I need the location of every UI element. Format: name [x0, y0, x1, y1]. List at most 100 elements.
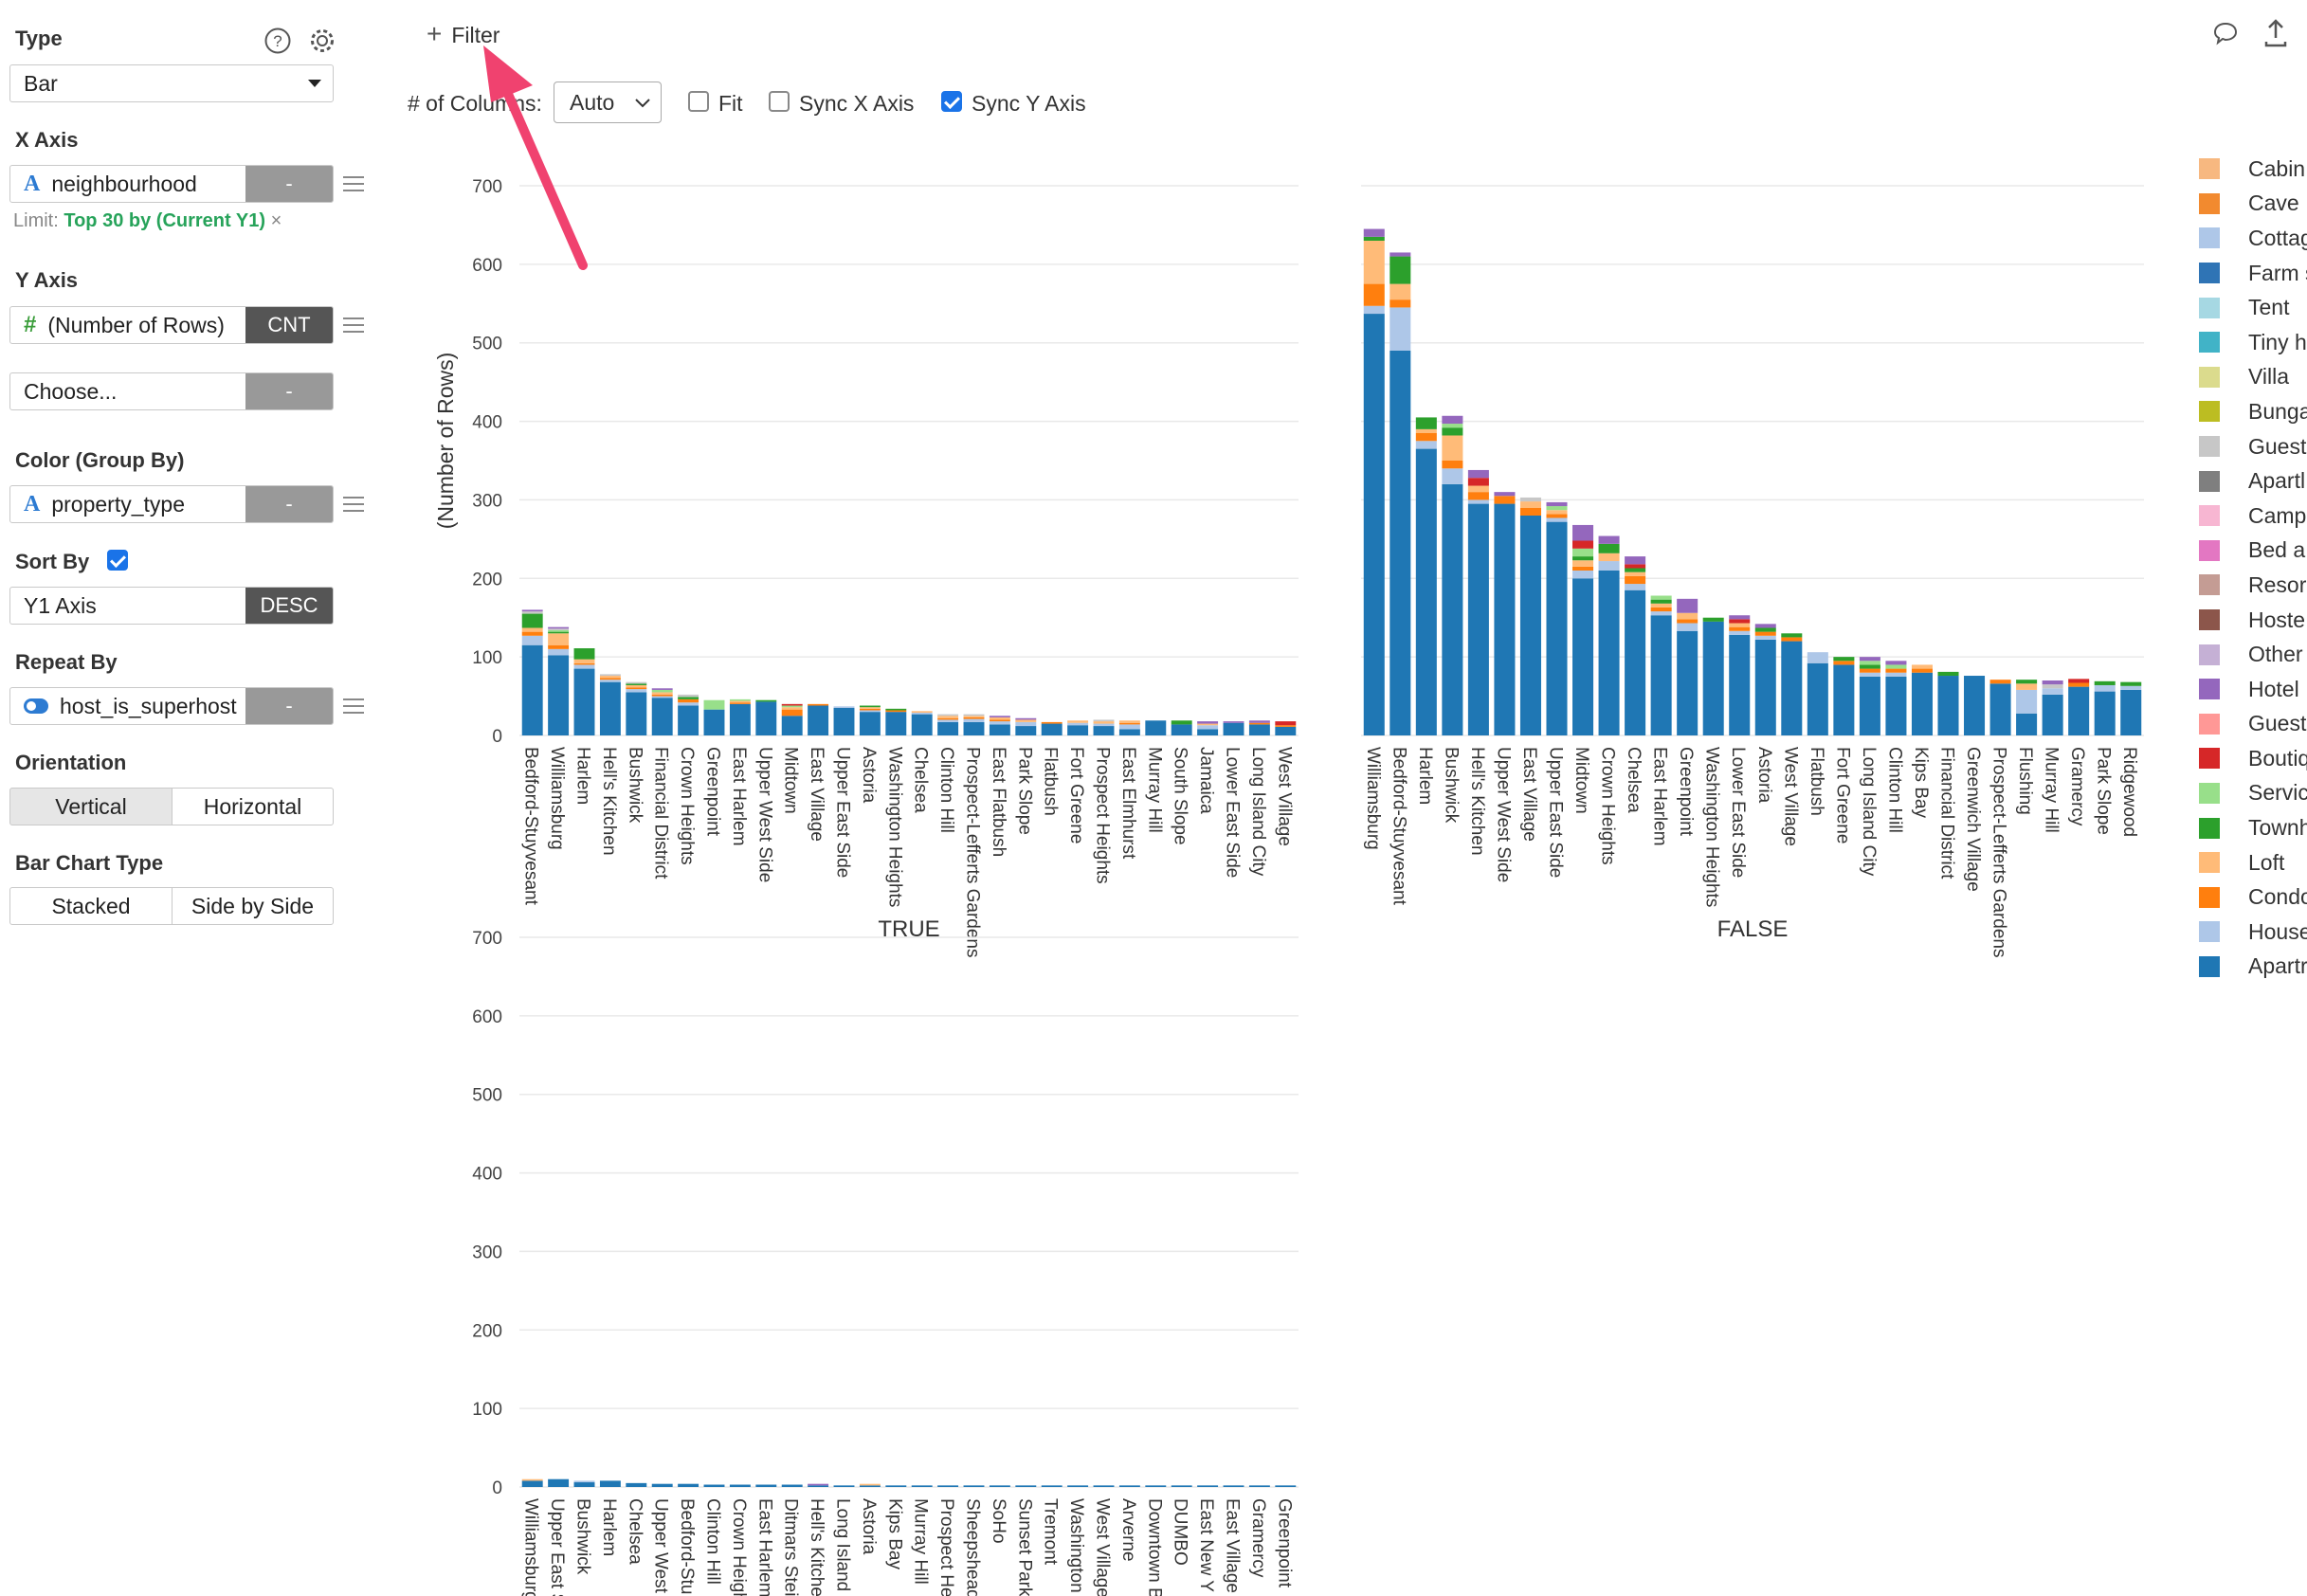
legend-label: Servic: [2248, 780, 2307, 806]
x-tick-label: Financial District: [1937, 747, 1957, 880]
chart-type-select[interactable]: Bar: [9, 64, 334, 102]
legend-item[interactable]: Other: [2199, 637, 2307, 672]
x-tick-label: Bedford-Stu: [677, 1498, 697, 1594]
bar-segment-apartment: [548, 655, 570, 735]
bar-segment-house: [1885, 672, 1907, 677]
legend-item[interactable]: Cottag: [2199, 221, 2307, 256]
legend-item[interactable]: Boutiq: [2199, 741, 2307, 776]
sort-field[interactable]: Y1 Axis DESC: [9, 587, 334, 625]
sync-x-label: Sync X Axis: [799, 91, 915, 116]
x-tick-label: East Harlem: [729, 747, 749, 846]
legend-item[interactable]: Tent: [2199, 290, 2307, 325]
boolean-type-icon: [24, 698, 48, 714]
bar-segment-condo: [1494, 496, 1516, 504]
bar-segment-guesthouse: [678, 694, 699, 698]
repeat-agg-button[interactable]: -: [245, 688, 333, 724]
bar-segment-loft: [1067, 720, 1089, 723]
bar-segment-loft: [651, 692, 673, 695]
bar-segment-condo: [1519, 507, 1541, 516]
legend-item[interactable]: Cabin: [2199, 152, 2307, 187]
bar-segment-condo: [599, 678, 621, 680]
gear-icon[interactable]: [308, 27, 336, 55]
sync-y-checkbox[interactable]: [941, 91, 962, 112]
bar-segment-condo: [1754, 631, 1776, 636]
bar-segment-apartment: [2042, 694, 2063, 735]
legend-item[interactable]: Hoste: [2199, 603, 2307, 638]
x-tick-label: Fort Greene: [1832, 747, 1852, 843]
sort-direction-button[interactable]: DESC: [245, 588, 333, 624]
y-tick-label: 500: [472, 335, 502, 354]
remove-limit-icon[interactable]: ×: [270, 210, 282, 231]
legend-item[interactable]: Apartr: [2199, 950, 2307, 985]
legend-item[interactable]: Townh: [2199, 810, 2307, 845]
bar-segment-other: [1572, 524, 1594, 541]
facet-title: TRUE: [878, 916, 939, 942]
drag-handle-icon[interactable]: [343, 176, 364, 191]
bar-segment-loft: [1093, 721, 1115, 724]
export-icon[interactable]: [2263, 19, 2288, 47]
legend-label: Villa: [2248, 364, 2290, 390]
columns-select[interactable]: Auto: [554, 82, 662, 123]
y-tick-label: 700: [472, 177, 502, 197]
bar-segment-house: [599, 680, 621, 682]
x-axis-agg-button[interactable]: -: [245, 166, 333, 202]
x-tick-label: East Harlem: [1650, 747, 1670, 846]
legend-item[interactable]: House: [2199, 915, 2307, 950]
legend-item[interactable]: Cave: [2199, 187, 2307, 222]
x-tick-label: Chelsea: [911, 747, 931, 813]
legend-item[interactable]: Servic: [2199, 776, 2307, 811]
drag-handle-icon[interactable]: [343, 317, 364, 333]
bar-segment-condo: [989, 719, 1010, 722]
repeat-field[interactable]: host_is_superhost -: [9, 687, 334, 725]
fit-checkbox[interactable]: [688, 91, 709, 112]
y-axis-agg-button[interactable]: CNT: [245, 307, 333, 343]
legend-item[interactable]: Bunga: [2199, 394, 2307, 429]
legend-item[interactable]: Tiny h: [2199, 325, 2307, 360]
bar-segment-apartment: [1390, 351, 1411, 735]
bar-type-side-by-side-button[interactable]: Side by Side: [172, 887, 334, 925]
sort-checkbox[interactable]: [107, 550, 128, 571]
bar-segment-house: [989, 721, 1010, 725]
bar-segment-apartment: [808, 705, 829, 735]
y2-axis-field[interactable]: Choose... -: [9, 372, 334, 410]
sync-y-label: Sync Y Axis: [972, 91, 1086, 116]
legend-item[interactable]: Resor: [2199, 568, 2307, 603]
limit-value[interactable]: Top 30 by (Current Y1): [64, 210, 265, 231]
legend-item[interactable]: Apartl: [2199, 463, 2307, 499]
comment-icon[interactable]: [2212, 21, 2239, 45]
bar-segment-house: [2016, 689, 2038, 714]
drag-handle-icon[interactable]: [343, 497, 364, 512]
bar-segment-condo: [1625, 575, 1646, 585]
question-circle-icon[interactable]: ?: [263, 27, 292, 55]
bar-segment-house: [1118, 724, 1140, 730]
legend-label: Guest: [2248, 433, 2307, 459]
bar-segment-house: [521, 635, 543, 645]
legend-item[interactable]: Camp: [2199, 499, 2307, 534]
legend-item[interactable]: Condo: [2199, 880, 2307, 915]
legend-item[interactable]: Guest: [2199, 429, 2307, 464]
bar-segment-apartment: [1041, 723, 1063, 735]
bar-segment-house: [1598, 561, 1620, 571]
drag-handle-icon[interactable]: [343, 698, 364, 714]
orientation-horizontal-button[interactable]: Horizontal: [172, 788, 334, 825]
legend-item[interactable]: Guest: [2199, 707, 2307, 742]
bar-segment-townhouse: [1650, 599, 1672, 604]
color-agg-button[interactable]: -: [245, 486, 333, 522]
sync-x-checkbox[interactable]: [769, 91, 790, 112]
bar-segment-apartment: [963, 721, 985, 735]
legend-item[interactable]: Hotel: [2199, 672, 2307, 707]
bar-segment-townhouse: [1171, 720, 1192, 725]
bar-segment-condo: [781, 709, 803, 716]
bar-segment-condo: [1415, 433, 1437, 442]
y-axis-field[interactable]: # (Number of Rows) CNT: [9, 306, 334, 344]
filter-button[interactable]: + Filter: [427, 19, 500, 49]
y2-axis-agg-button[interactable]: -: [245, 373, 333, 409]
bar-segment-condo: [1442, 461, 1463, 469]
legend-item[interactable]: Bed a: [2199, 534, 2307, 569]
legend-item[interactable]: Farm s: [2199, 256, 2307, 291]
bar-segment-other: [1494, 492, 1516, 497]
legend-item[interactable]: Villa: [2199, 360, 2307, 395]
legend-item[interactable]: Loft: [2199, 845, 2307, 880]
